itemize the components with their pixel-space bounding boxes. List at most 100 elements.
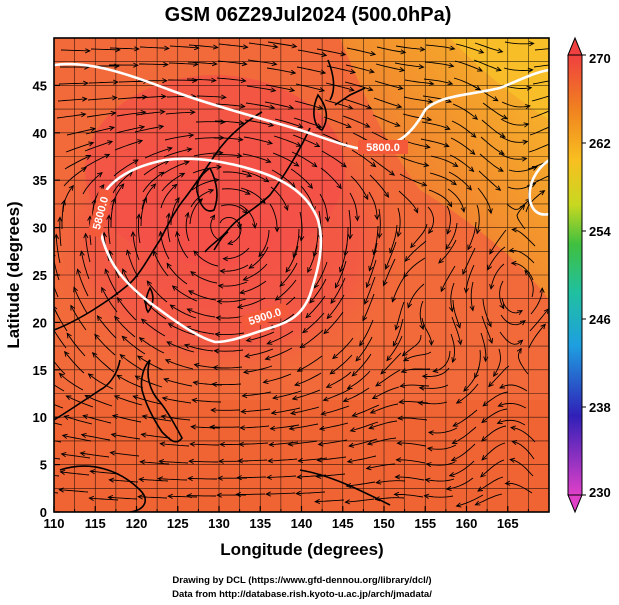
streamline [343,387,370,402]
streamline [399,401,429,404]
streamline-arrowhead [48,270,52,275]
streamline-arrowhead [79,451,86,457]
streamline [188,477,217,480]
streamline [489,229,507,255]
streamline [385,241,397,270]
streamline [349,192,358,221]
streamline-arrowhead [478,48,485,54]
streamline [419,300,424,330]
streamline [345,64,375,73]
streamline-arrowhead [339,266,344,273]
streamline-arrowhead [96,171,103,178]
streamline [527,160,549,170]
streamline-arrowhead [125,249,131,256]
streamline [168,62,198,65]
colorbar-scale [567,54,583,496]
streamline [240,425,270,429]
streamline [236,493,266,495]
streamline [532,80,549,85]
streamline-arrowhead [183,343,190,349]
streamline-arrowhead [330,298,336,305]
streamline [372,386,400,399]
streamline-arrowhead [499,383,506,389]
streamline [418,401,448,405]
streamline-arrowhead [495,185,502,191]
streamline [132,231,140,261]
streamline [350,175,369,200]
streamline [397,207,401,237]
streamline-arrowhead [364,122,371,128]
coast-kurils [334,87,366,106]
streamline-arrowhead [363,194,369,201]
streamline-arrowhead [96,315,103,321]
streamline [445,222,458,250]
streamline-arrowhead [106,214,112,221]
streamline [364,276,376,305]
streamline [407,283,425,308]
streamline [221,188,251,195]
streamline-arrowhead [82,414,89,420]
credit-data-source: Data from http://database.rish.kyoto-u.a… [172,589,432,600]
streamline [142,171,164,193]
coast-philippines [140,359,183,443]
streamline-arrowhead [267,139,273,145]
streamline [440,265,456,292]
streamline [216,77,246,82]
streamline [298,457,328,462]
streamline [238,459,268,462]
streamline [158,478,188,481]
streamline-arrowhead [179,172,186,178]
streamline-arrowhead [212,44,219,50]
streamline-arrowhead [539,287,545,293]
streamline-arrowhead [291,43,298,49]
streamline-arrowhead [171,183,178,190]
streamline-arrowhead [220,119,226,125]
streamline-arrowhead [317,441,324,447]
streamline [430,155,458,167]
streamline [427,444,457,450]
streamline-arrowhead [396,103,403,109]
streamline [372,114,400,127]
streamline-arrowhead [111,95,118,101]
streamline [215,332,245,336]
streamline [185,326,215,335]
streamline-arrowhead [241,61,248,67]
streamline [299,211,303,241]
streamline [189,460,218,463]
contour-5900-high [97,157,323,344]
streamline [404,79,434,85]
streamline [456,494,484,507]
streamline-arrowhead [463,386,469,392]
streamline-arrowhead [219,441,225,448]
streamline-arrowhead [428,228,434,235]
streamline [243,263,268,281]
lat-tick-label: 0 [40,505,47,520]
streamline [529,308,549,332]
streamline-arrowhead [350,68,357,74]
streamline-arrowhead [449,45,456,51]
streamline-arrowhead [368,424,375,430]
streamline-arrowhead [87,373,94,379]
streamline [529,126,549,136]
streamline-arrowhead [384,263,390,270]
streamline [450,333,455,363]
streamline [94,334,116,356]
streamline [160,443,190,447]
streamline [188,290,217,301]
streamline-arrowhead [58,487,65,493]
streamline-arrowhead [239,103,246,109]
streamline [88,373,114,390]
streamline-arrowhead [209,424,215,430]
streamline-arrowhead [348,442,355,448]
lon-tick-label: 145 [332,516,354,531]
streamline-arrowhead [297,457,304,464]
streamline-arrowhead [397,415,404,421]
streamline [362,293,375,321]
streamline [267,41,297,48]
streamline [193,250,219,267]
streamline-arrowhead [346,384,353,390]
streamline-arrowhead [336,183,342,190]
streamline [395,476,425,481]
streamline-arrowhead [557,78,562,82]
streamline [163,378,193,387]
